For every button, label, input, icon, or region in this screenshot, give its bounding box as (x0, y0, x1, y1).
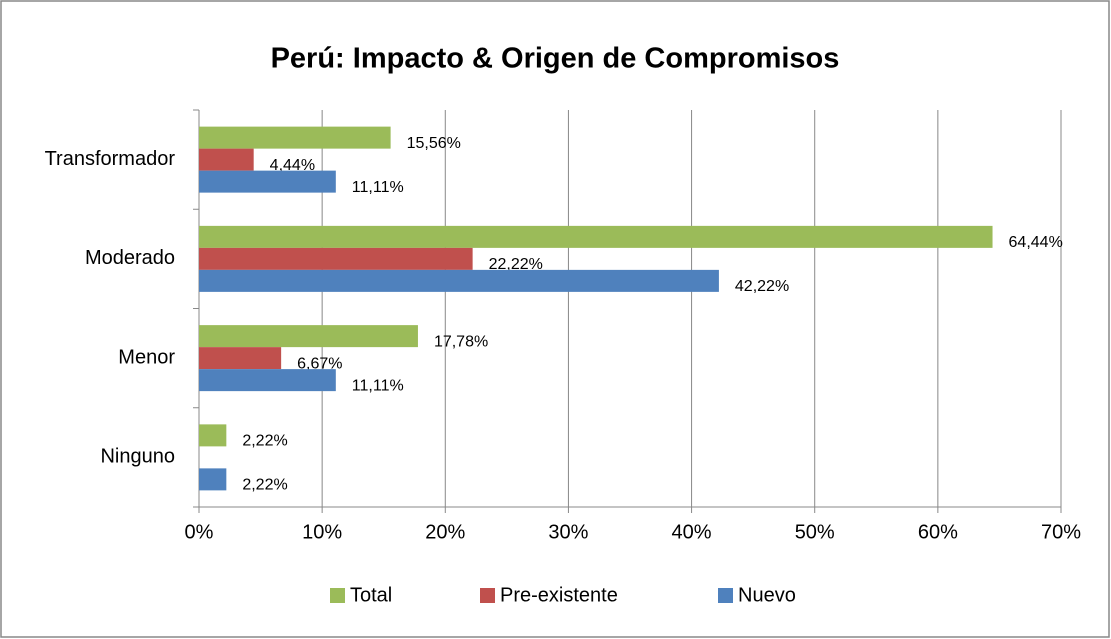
bar (199, 126, 391, 149)
value-label: 64,44% (1009, 234, 1063, 251)
bar (199, 347, 282, 370)
x-tick-label: 60% (918, 521, 958, 543)
legend-marker (480, 588, 495, 603)
bar (199, 247, 473, 270)
value-label: 11,11% (352, 377, 404, 394)
x-tick-label: 0% (185, 521, 214, 543)
value-label: 2,22% (242, 477, 287, 494)
bar (199, 468, 227, 491)
bar (199, 148, 254, 171)
legend-marker (330, 588, 345, 603)
legend-marker (718, 588, 733, 603)
x-tick-label: 70% (1041, 521, 1081, 543)
value-label: 4,44% (270, 157, 315, 174)
x-tick-label: 30% (548, 521, 588, 543)
value-label: 2,22% (242, 433, 287, 450)
bar (199, 269, 719, 292)
legend-label: Nuevo (738, 584, 796, 606)
legend-label: Total (350, 584, 392, 606)
x-tick-label: 40% (672, 521, 712, 543)
legend-label: Pre-existente (500, 584, 618, 606)
bar (199, 369, 336, 392)
value-label: 42,22% (735, 278, 789, 295)
x-tick-label: 10% (302, 521, 342, 543)
value-label: 6,67% (297, 355, 342, 372)
chart-title: Perú: Impacto & Origen de Compromisos (271, 43, 840, 75)
y-tick-label: Ninguno (100, 446, 175, 468)
y-tick-label: Moderado (85, 247, 175, 269)
bar (199, 325, 418, 348)
bar (199, 424, 227, 447)
x-tick-label: 50% (795, 521, 835, 543)
bar (199, 170, 336, 193)
y-tick-label: Menor (118, 346, 175, 368)
value-label: 15,56% (407, 135, 461, 152)
y-tick-label: Transformador (45, 148, 176, 170)
x-tick-label: 20% (425, 521, 465, 543)
value-label: 22,22% (489, 256, 543, 273)
value-label: 11,11% (352, 179, 404, 196)
value-label: 17,78% (434, 333, 488, 350)
bar (199, 225, 993, 248)
